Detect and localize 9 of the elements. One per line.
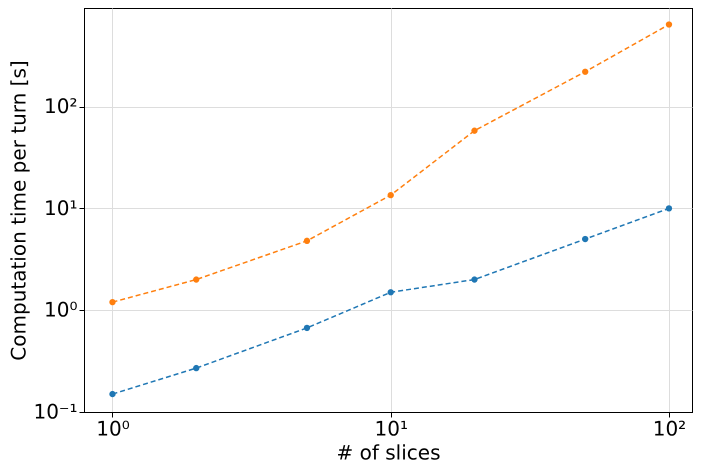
y-tick-label: 10² bbox=[44, 94, 78, 118]
x-tick-label: 10⁰ bbox=[96, 416, 130, 440]
x-axis-title: # of slices bbox=[336, 440, 441, 464]
x-tick-label: 10² bbox=[652, 416, 686, 440]
y-tick-label: 10⁻¹ bbox=[33, 400, 78, 424]
y-tick-label: 10⁰ bbox=[44, 298, 78, 322]
y-tick-label: 10¹ bbox=[44, 196, 78, 220]
y-axis-title: Computation time per turn [s] bbox=[6, 60, 30, 361]
x-tick-label: 10¹ bbox=[374, 416, 408, 440]
